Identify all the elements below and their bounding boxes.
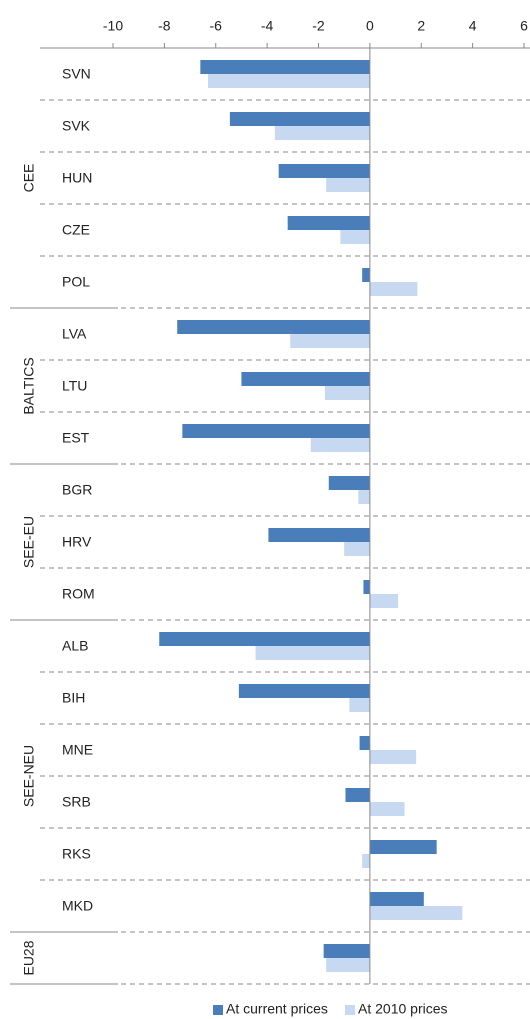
bar [369,906,463,920]
bar [369,750,417,764]
bar [369,802,405,816]
bar [369,840,437,854]
bar [182,424,370,438]
bar [278,164,370,178]
bar [369,892,424,906]
bar [362,268,370,282]
category-label: SVN [62,66,91,82]
bar [359,736,370,750]
bar [310,438,370,452]
category-label: HRV [62,534,92,550]
category-label: ALB [62,638,88,654]
bar [200,60,370,74]
category-label: LVA [62,326,87,342]
category-label: LTU [62,378,87,394]
category-label: MNE [62,742,93,758]
x-tick-label: -8 [158,18,171,34]
x-tick-label: 0 [366,18,374,34]
group-label: CEE [21,164,37,193]
bar [290,334,370,348]
bar [344,542,370,556]
category-label: SRB [62,794,91,810]
category-label: ROM [62,586,95,602]
bar [362,854,370,868]
x-tick-label: 4 [469,18,477,34]
bar [363,580,370,594]
category-label: MKD [62,898,93,914]
category-label: BGR [62,482,92,498]
bar [324,386,370,400]
category-label: BIH [62,690,85,706]
bar [326,178,370,192]
group-label: SEE-EU [21,516,37,568]
bar [358,490,370,504]
category-label: SVK [62,118,91,134]
legend-swatch [345,1005,355,1015]
category-label: RKS [62,846,91,862]
bar [345,788,370,802]
x-tick-label: 2 [417,18,425,34]
bar [238,684,370,698]
bar [229,112,370,126]
bar [323,944,370,958]
legend-label: At 2010 prices [358,1001,448,1017]
x-tick-label: -4 [261,18,274,34]
bar [208,74,370,88]
bar [159,632,370,646]
bar [255,646,370,660]
bar [287,216,370,230]
bar [241,372,370,386]
x-tick-label: -6 [210,18,223,34]
bar [340,230,370,244]
category-label: CZE [62,222,90,238]
x-tick-label: -10 [103,18,123,34]
category-label: EST [62,430,90,446]
legend-label: At current prices [226,1001,328,1017]
bar [349,698,370,712]
group-label: EU28 [21,940,37,975]
x-tick-label: 6 [520,18,528,34]
bar [369,594,399,608]
category-label: HUN [62,170,92,186]
category-label: POL [62,274,90,290]
bar [326,958,370,972]
group-label: SEE-NEU [21,745,37,807]
bar [328,476,370,490]
bar [177,320,370,334]
legend-swatch [213,1005,223,1015]
group-label: BALTICS [21,357,37,414]
bar [274,126,370,140]
bar [268,528,370,542]
bar [369,282,418,296]
x-tick-label: -2 [312,18,325,34]
